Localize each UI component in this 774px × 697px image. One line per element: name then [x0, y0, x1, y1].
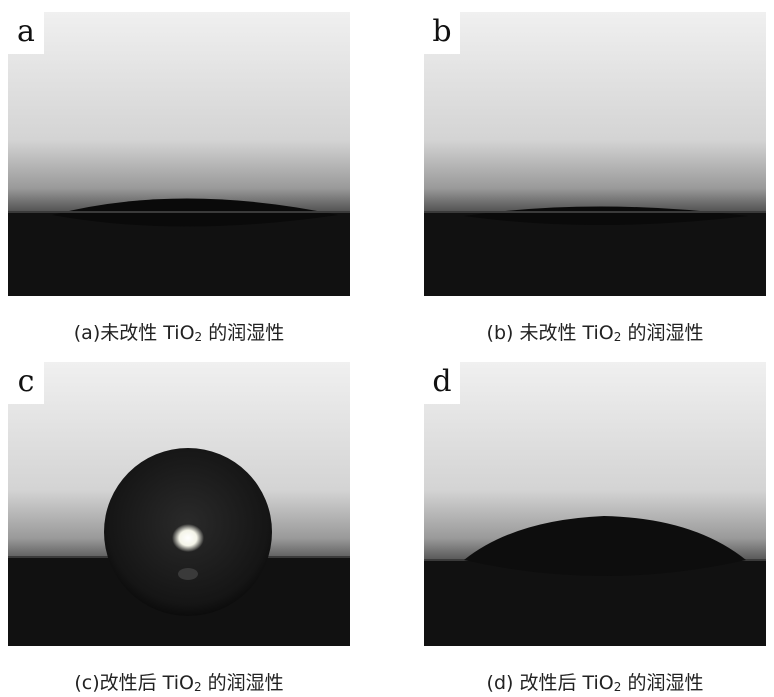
droplet-d	[464, 516, 746, 576]
caption-d: (d) 改性后 TiO2 的润湿性	[486, 672, 704, 694]
caption-b: (b) 未改性 TiO2 的润湿性	[486, 322, 704, 344]
panel-label-b: b	[424, 12, 460, 54]
panel-label-d: d	[424, 362, 460, 404]
panel-b-photo: b	[424, 12, 766, 296]
caption-c: (c)改性后 TiO2 的润湿性	[74, 672, 284, 694]
panel-d-photo: d	[424, 362, 766, 646]
panel-label-a: a	[8, 12, 44, 54]
panel-a-photo: a	[8, 12, 350, 296]
panel-label-c: c	[8, 362, 44, 404]
panel-c-photo: c	[8, 362, 350, 646]
caption-a: (a)未改性 TiO2 的润湿性	[73, 322, 285, 344]
